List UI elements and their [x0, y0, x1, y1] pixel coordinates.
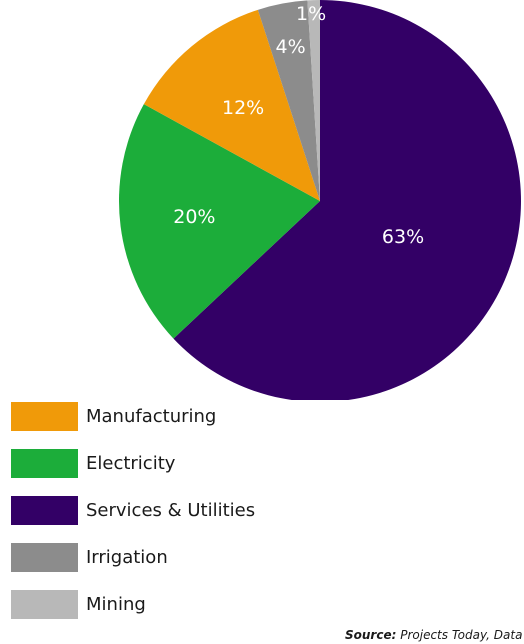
- legend: Manufacturing Electricity Services & Uti…: [11, 402, 255, 637]
- legend-swatch-services-utilities: [11, 496, 78, 525]
- legend-swatch-electricity: [11, 449, 78, 478]
- slice-label-electricity: 20%: [173, 206, 215, 228]
- legend-swatch-mining: [11, 590, 78, 619]
- pie-slice-irrigation: [257, 0, 320, 202]
- pie-slice-electricity: [118, 104, 320, 339]
- legend-label-manufacturing: Manufacturing: [86, 406, 217, 427]
- legend-label-irrigation: Irrigation: [86, 547, 168, 568]
- slice-label-manufacturing: 12%: [222, 97, 264, 119]
- pie-slice-mining: [307, 0, 320, 201]
- legend-item-manufacturing: Manufacturing: [11, 402, 255, 431]
- legend-item-electricity: Electricity: [11, 449, 255, 478]
- pie-slice-manufacturing: [143, 9, 320, 201]
- slice-label-mining: 1%: [296, 3, 326, 25]
- source-prefix: Source:: [345, 628, 397, 642]
- legend-item-services-utilities: Services & Utilities: [11, 496, 255, 525]
- legend-label-mining: Mining: [86, 594, 146, 615]
- pie-chart: 63% 20% 12% 4% 1%: [118, 0, 521, 400]
- legend-label-electricity: Electricity: [86, 453, 176, 474]
- legend-swatch-manufacturing: [11, 402, 78, 431]
- source-note: Source: Projects Today, Data as: [345, 628, 524, 642]
- slice-label-services-utilities: 63%: [382, 226, 424, 248]
- source-text: Projects Today, Data as: [400, 628, 524, 642]
- legend-swatch-irrigation: [11, 543, 78, 572]
- pie-slice-services-utilities: [173, 0, 521, 400]
- legend-label-services-utilities: Services & Utilities: [86, 500, 256, 521]
- legend-item-mining: Mining: [11, 590, 255, 619]
- legend-item-irrigation: Irrigation: [11, 543, 255, 572]
- slice-label-irrigation: 4%: [276, 36, 306, 58]
